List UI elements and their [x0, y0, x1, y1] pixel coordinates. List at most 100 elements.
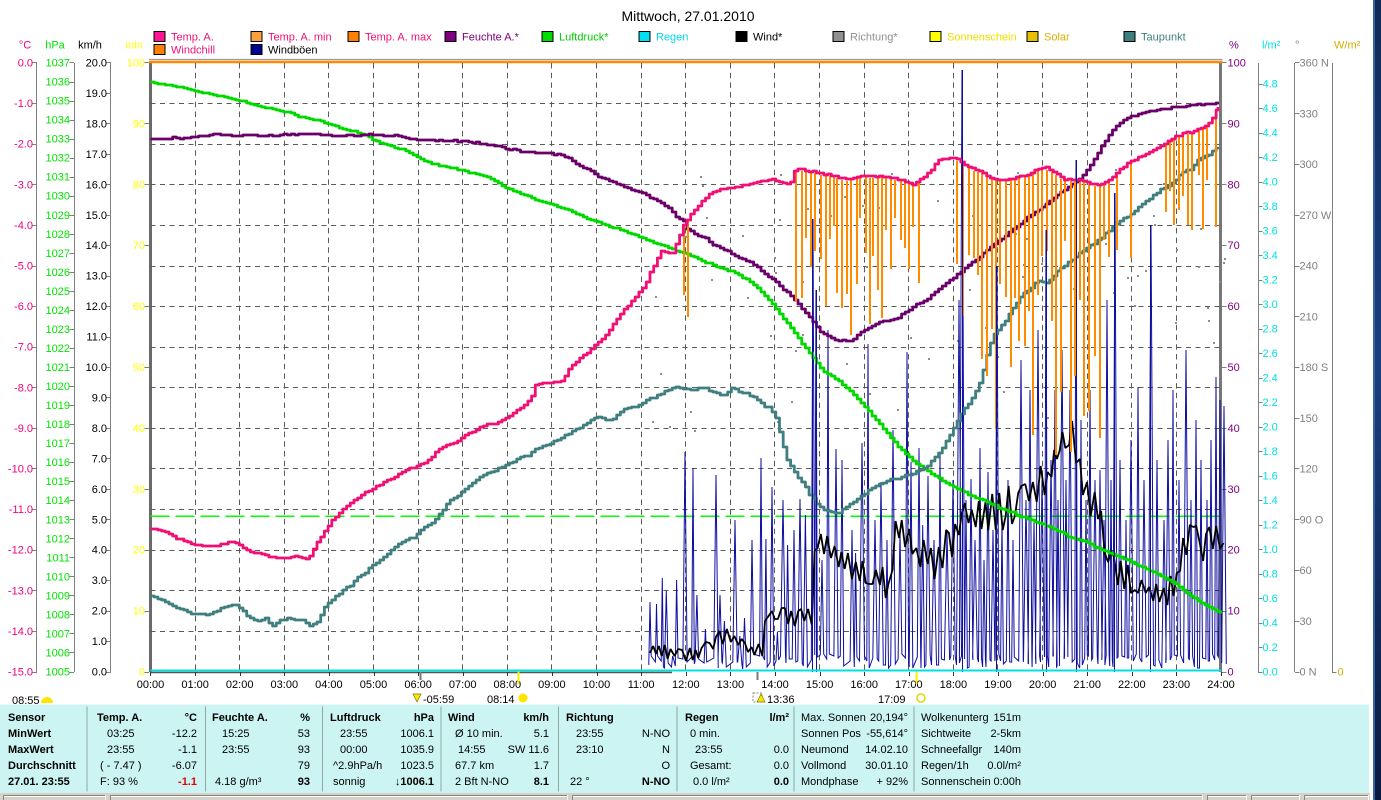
svg-text:Sonnen Pos: Sonnen Pos — [801, 728, 861, 740]
svg-text:1008: 1008 — [46, 609, 70, 621]
svg-text:151m: 151m — [993, 712, 1021, 724]
svg-text:1028: 1028 — [46, 229, 70, 241]
svg-text:40: 40 — [133, 423, 145, 435]
svg-text:07:00: 07:00 — [449, 679, 477, 691]
svg-text:04:00: 04:00 — [315, 679, 343, 691]
svg-text:11.0: 11.0 — [86, 332, 107, 344]
svg-text:O: O — [661, 760, 670, 772]
svg-text:Sonnenschein: Sonnenschein — [921, 776, 991, 788]
svg-text:05:00: 05:00 — [360, 679, 388, 691]
svg-text:0:00h: 0:00h — [993, 776, 1021, 788]
svg-text:Regen: Regen — [685, 712, 719, 724]
svg-text:3.6: 3.6 — [1263, 226, 1278, 238]
svg-text:1031: 1031 — [46, 172, 70, 184]
svg-text:-4.0: -4.0 — [14, 220, 33, 232]
svg-text:Richtung: Richtung — [566, 712, 614, 724]
svg-text:MaxWert: MaxWert — [8, 744, 54, 756]
svg-text:0 N: 0 N — [1300, 667, 1317, 679]
svg-text:Gesamt:: Gesamt: — [690, 760, 732, 772]
svg-text:1017: 1017 — [46, 438, 70, 450]
svg-text:Regen/1h: Regen/1h — [921, 760, 969, 772]
svg-text:0.0: 0.0 — [774, 776, 789, 788]
svg-text:23:55: 23:55 — [107, 744, 135, 756]
svg-text:Temp. A.: Temp. A. — [171, 32, 214, 44]
svg-text:1023.5: 1023.5 — [400, 760, 434, 772]
svg-text:360 N: 360 N — [1300, 58, 1329, 70]
svg-text:F: 93 %: F: 93 % — [100, 776, 138, 788]
svg-text:02:00: 02:00 — [226, 679, 254, 691]
svg-text:Solar: Solar — [1044, 32, 1070, 44]
svg-text:24:00: 24:00 — [1207, 679, 1235, 691]
svg-text:-55,614°: -55,614° — [866, 728, 908, 740]
svg-text:1007: 1007 — [46, 628, 70, 640]
svg-text:1012: 1012 — [46, 533, 70, 545]
svg-text:20,194°: 20,194° — [870, 712, 908, 724]
svg-text:0.0: 0.0 — [18, 58, 33, 70]
svg-text:8.0: 8.0 — [92, 423, 107, 435]
svg-text:21:00: 21:00 — [1073, 679, 1101, 691]
svg-text:Feuchte A.*: Feuchte A.* — [462, 32, 520, 44]
svg-text:-12.0: -12.0 — [8, 545, 33, 557]
svg-text:20:00: 20:00 — [1029, 679, 1057, 691]
svg-text:2.0: 2.0 — [1263, 422, 1278, 434]
svg-text:60: 60 — [133, 301, 145, 313]
svg-text:93: 93 — [298, 776, 310, 788]
svg-text:Wolkenunterg: Wolkenunterg — [921, 712, 989, 724]
svg-text:100: 100 — [127, 58, 145, 70]
svg-text:19:00: 19:00 — [984, 679, 1012, 691]
svg-text:-1.1: -1.1 — [178, 776, 197, 788]
svg-text:0.4: 0.4 — [1263, 618, 1278, 630]
svg-text:-8.0: -8.0 — [14, 382, 33, 394]
svg-text:1035: 1035 — [46, 96, 70, 108]
svg-text:06:00: 06:00 — [404, 679, 432, 691]
svg-text:5.1: 5.1 — [534, 728, 549, 740]
svg-text:93: 93 — [298, 744, 310, 756]
svg-text:1.0: 1.0 — [1263, 544, 1278, 556]
svg-text:^2.9hPa/h: ^2.9hPa/h — [333, 760, 382, 772]
svg-text:6.0: 6.0 — [92, 484, 107, 496]
svg-text:27.01. 23:55: 27.01. 23:55 — [8, 776, 70, 788]
svg-text:1032: 1032 — [46, 153, 70, 165]
svg-text:-6.07: -6.07 — [172, 760, 197, 772]
svg-text:150: 150 — [1300, 413, 1318, 425]
svg-text:16.0: 16.0 — [86, 179, 107, 191]
svg-text:°: ° — [1295, 40, 1299, 52]
svg-text:17.0: 17.0 — [86, 149, 107, 161]
svg-text:19.0: 19.0 — [86, 88, 107, 100]
svg-text:-05:59: -05:59 — [423, 694, 454, 706]
svg-text:4.6: 4.6 — [1263, 103, 1278, 115]
svg-text:Temp. A. max: Temp. A. max — [365, 32, 432, 44]
svg-text:23:55: 23:55 — [340, 728, 368, 740]
svg-text:11:00: 11:00 — [628, 679, 655, 691]
svg-text:03:25: 03:25 — [107, 728, 135, 740]
svg-text:1.4: 1.4 — [1263, 495, 1278, 507]
svg-text:1.6: 1.6 — [1263, 471, 1278, 483]
svg-text:1015: 1015 — [46, 476, 70, 488]
svg-text:1019: 1019 — [46, 400, 70, 412]
svg-text:2.4: 2.4 — [1263, 373, 1278, 385]
svg-text:14:55: 14:55 — [458, 744, 486, 756]
svg-text:10.0: 10.0 — [86, 362, 107, 374]
svg-text:1025: 1025 — [46, 286, 70, 298]
svg-text:-11.0: -11.0 — [9, 504, 33, 516]
svg-text:00:00: 00:00 — [137, 679, 165, 691]
svg-text:Wind: Wind — [448, 712, 475, 724]
svg-text:N-NO: N-NO — [642, 776, 671, 788]
svg-text:0.8: 0.8 — [1263, 569, 1278, 581]
svg-text:Windböen: Windböen — [268, 45, 318, 57]
svg-text:-9.0: -9.0 — [14, 423, 33, 435]
svg-text:90: 90 — [133, 118, 145, 130]
svg-text:30: 30 — [1300, 616, 1312, 628]
svg-text:SW 11.6: SW 11.6 — [508, 744, 549, 756]
svg-text:Sensor: Sensor — [8, 712, 46, 724]
svg-text:30.01.10: 30.01.10 — [865, 760, 908, 772]
svg-text:1.0: 1.0 — [92, 636, 107, 648]
svg-text:3.8: 3.8 — [1263, 201, 1278, 213]
svg-text:1037: 1037 — [46, 58, 70, 70]
svg-text:17:09: 17:09 — [878, 694, 906, 706]
svg-text:330: 330 — [1300, 108, 1318, 120]
svg-text:0: 0 — [139, 667, 145, 679]
svg-text:N-NO: N-NO — [642, 728, 671, 740]
svg-text:%: % — [1229, 40, 1239, 52]
svg-text:15.0: 15.0 — [86, 210, 107, 222]
